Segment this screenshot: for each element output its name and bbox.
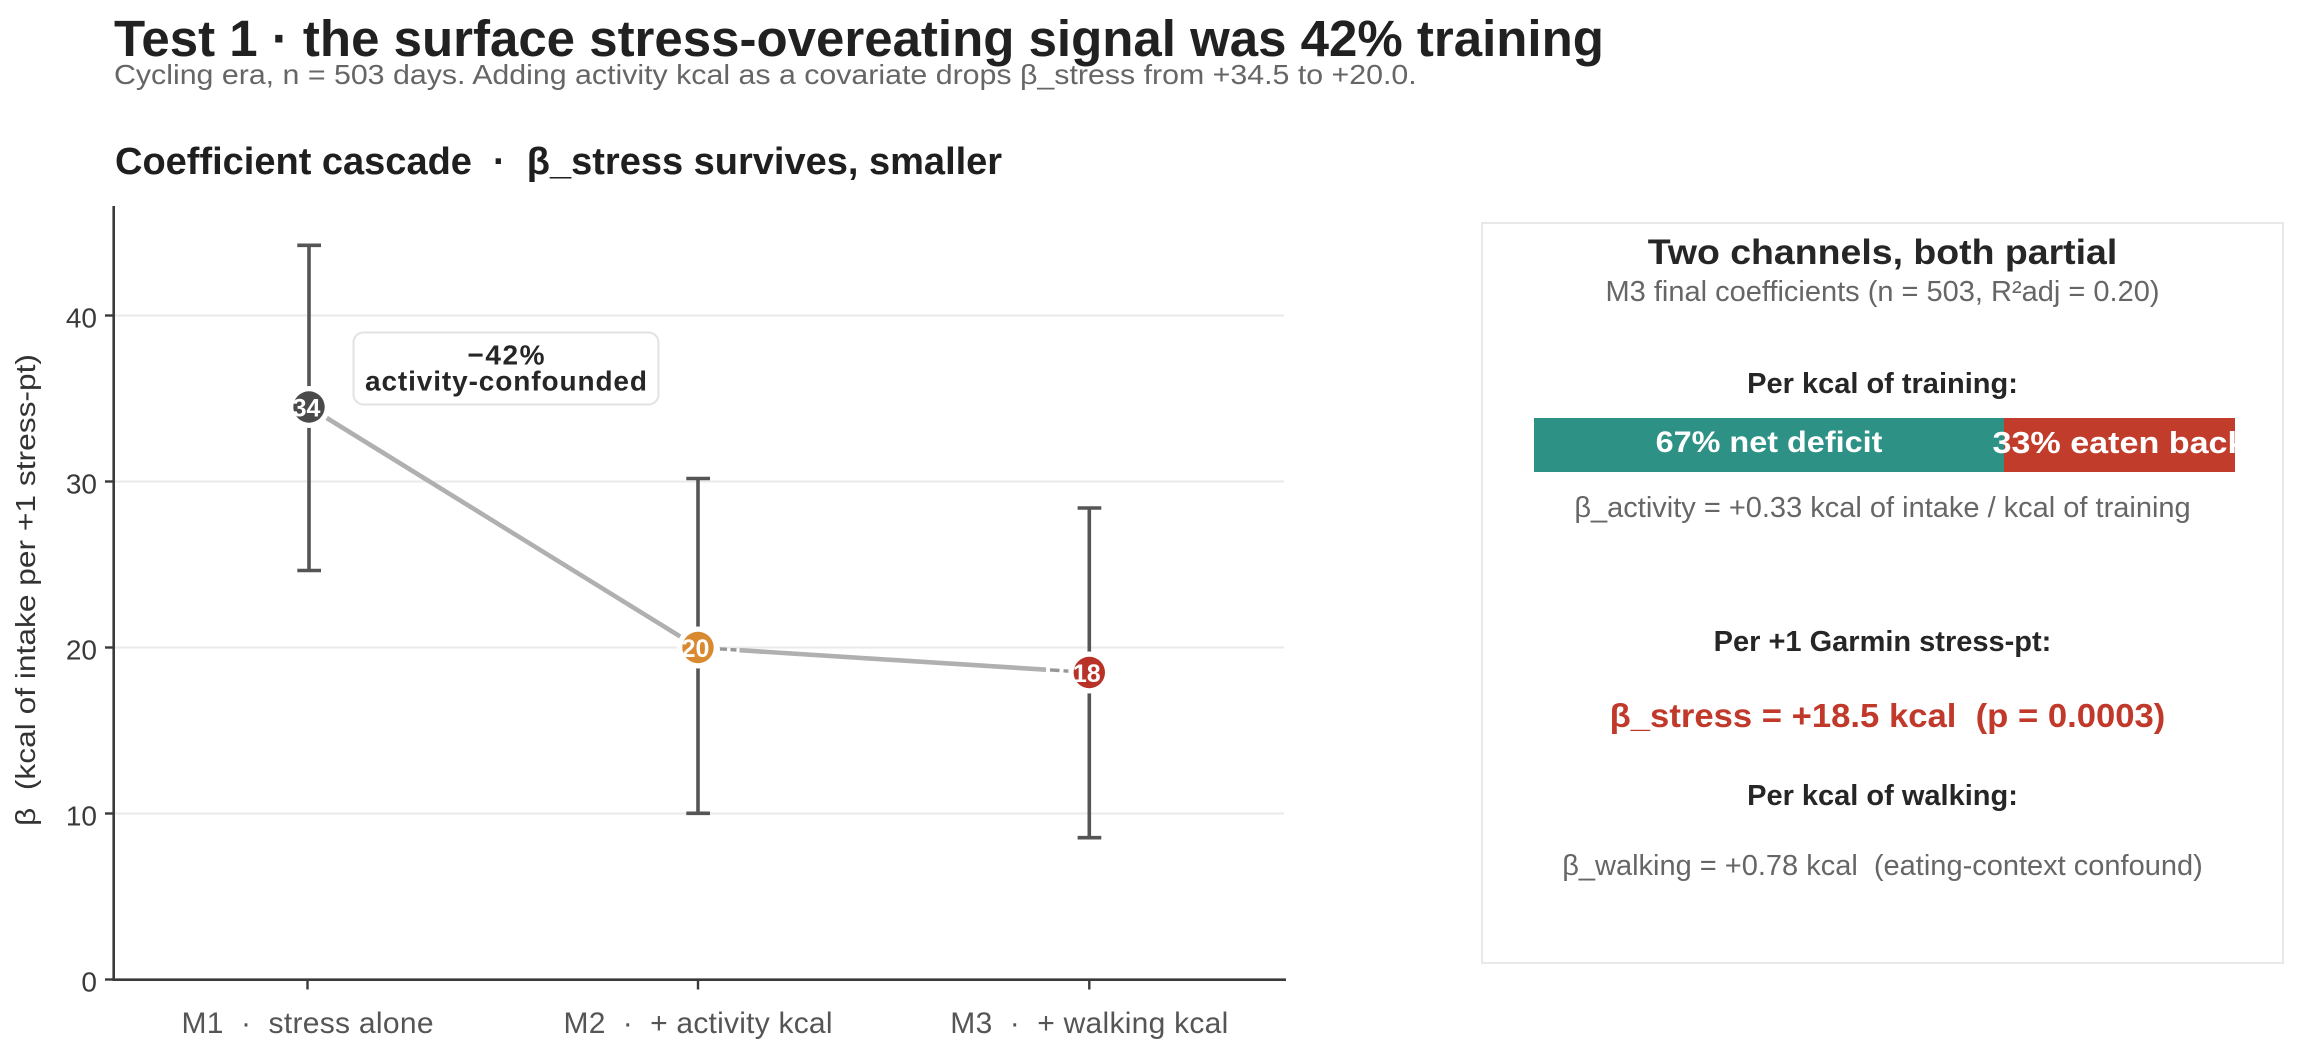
svg-text:20: 20 — [682, 635, 710, 663]
svg-text:β (kcal of intake per +1 stre: β (kcal of intake per +1 stress-pt) — [10, 354, 41, 826]
svg-text:M3 · + walking kcal: M3 · + walking kcal — [950, 1007, 1228, 1040]
svg-text:18: 18 — [1073, 660, 1101, 688]
svg-text:activity-confounded: activity-confounded — [365, 366, 647, 397]
svg-text:M2 · + activity kcal: M2 · + activity kcal — [564, 1007, 833, 1040]
svg-text:0: 0 — [81, 966, 97, 997]
svg-text:−42%: −42% — [468, 340, 545, 371]
svg-text:M1 · stress alone: M1 · stress alone — [182, 1007, 434, 1040]
svg-text:40: 40 — [66, 302, 97, 333]
svg-text:10: 10 — [66, 800, 97, 831]
svg-text:30: 30 — [66, 468, 97, 499]
svg-text:34: 34 — [293, 394, 321, 422]
svg-text:20: 20 — [66, 634, 97, 665]
